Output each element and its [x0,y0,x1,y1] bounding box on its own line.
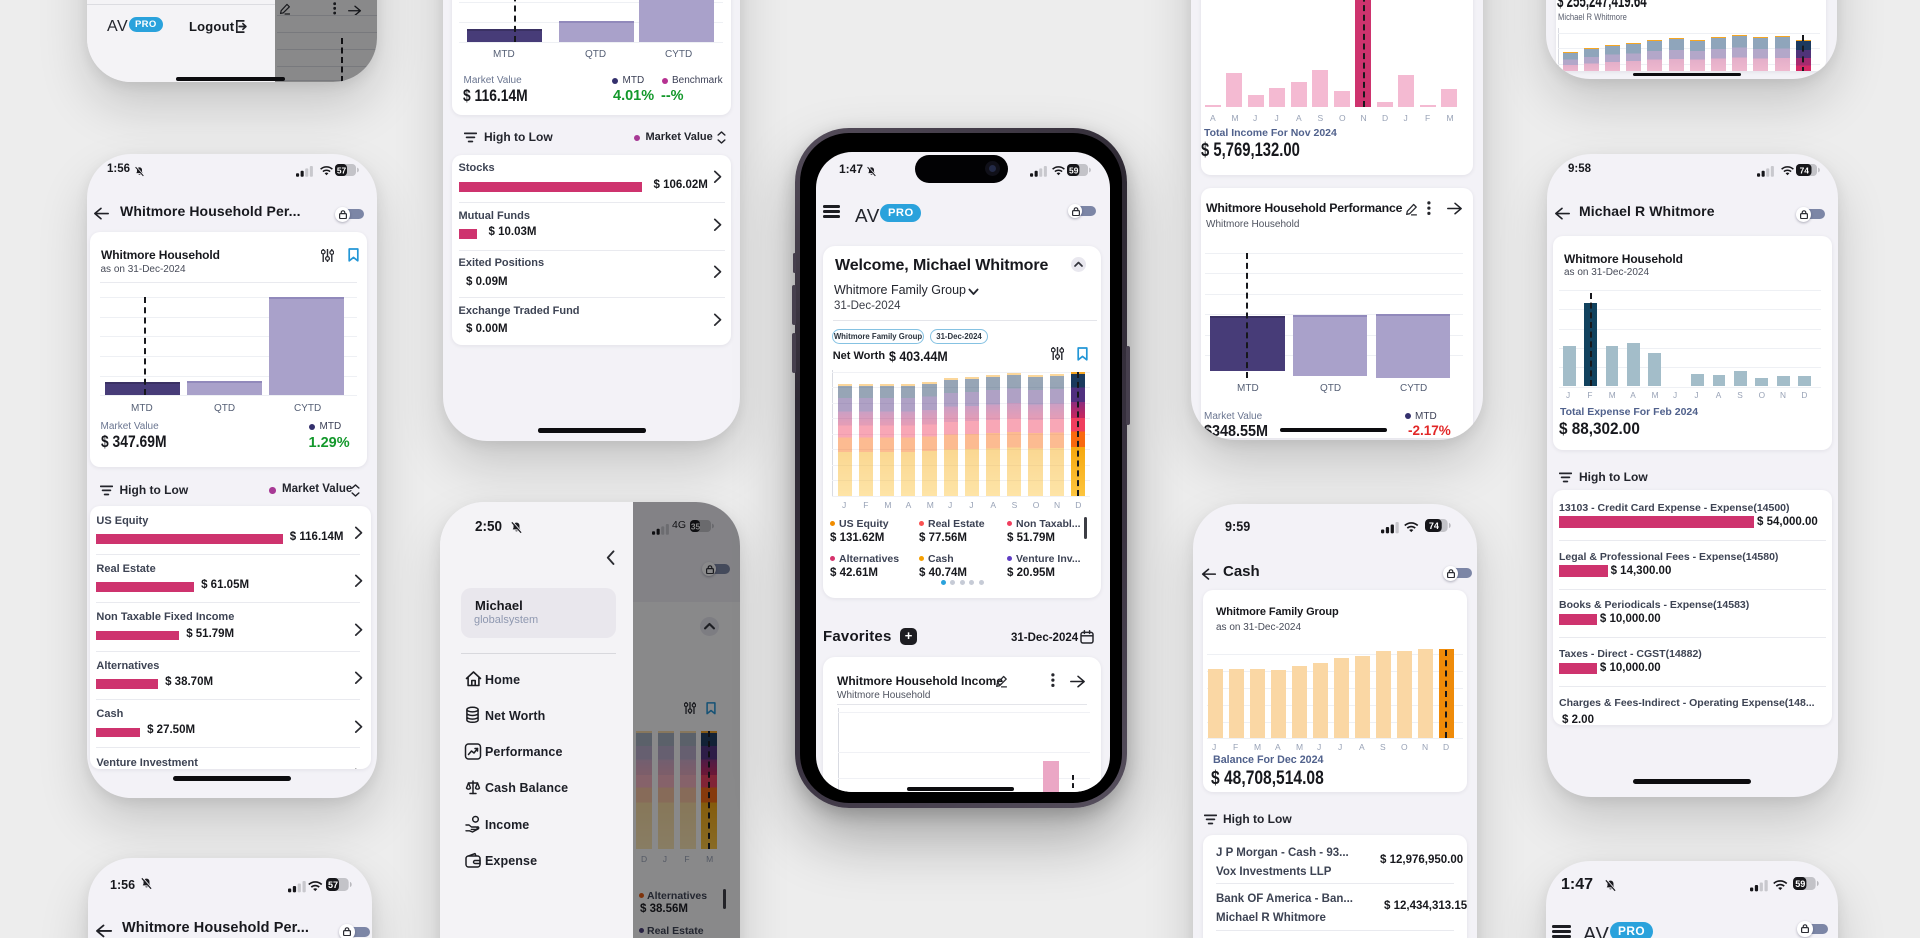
svg-text:57: 57 [328,880,338,890]
svg-text:57: 57 [337,165,347,175]
svg-text:74: 74 [1429,521,1439,531]
svg-text:59: 59 [1795,879,1805,889]
svg-text:59: 59 [1069,165,1079,175]
svg-text:35: 35 [691,521,701,531]
svg-text:74: 74 [1800,165,1810,175]
